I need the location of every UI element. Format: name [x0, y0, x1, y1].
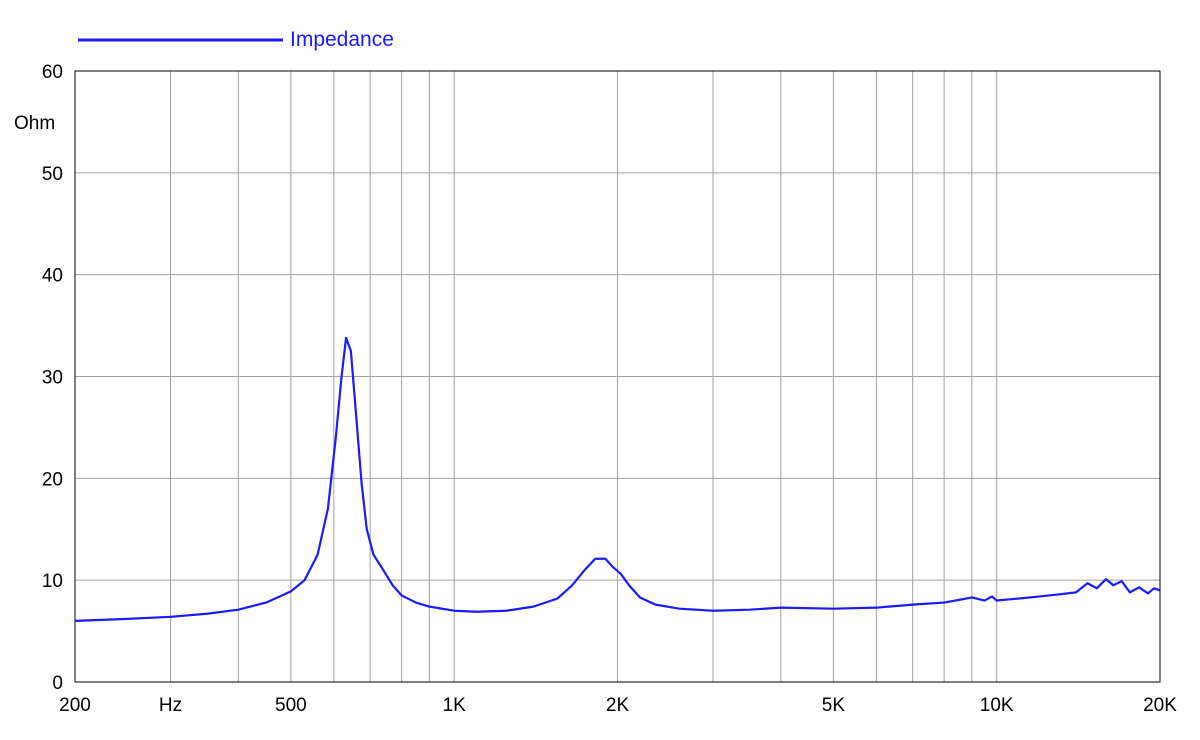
x-tick-label: 5K	[822, 695, 846, 716]
grid-lines	[74, 70, 1161, 683]
plot-frame	[74, 70, 1161, 683]
y-tick-labels: 0 10 20 30 40 50 60	[42, 62, 63, 694]
y-tick-label: 20	[42, 469, 63, 490]
y-axis-unit-label: Ohm	[14, 113, 55, 134]
y-tick-label: 40	[42, 266, 63, 287]
legend: Impedance	[78, 28, 394, 51]
y-tick-label: 10	[42, 571, 63, 592]
y-tick-label: 30	[42, 368, 63, 389]
x-axis-unit-label: Hz	[159, 695, 182, 716]
y-tick-label: 60	[42, 62, 63, 83]
y-tick-label: 50	[42, 164, 63, 185]
x-tick-label: 200	[59, 695, 91, 716]
x-tick-label: 10K	[980, 695, 1014, 716]
x-tick-label: 500	[275, 695, 307, 716]
x-tick-labels: 200 500 1K 2K 5K 10K 20K	[59, 695, 1177, 716]
x-tick-label: 1K	[443, 695, 467, 716]
x-tick-label: 20K	[1143, 695, 1177, 716]
series-line-impedance	[74, 336, 1161, 622]
legend-label-impedance: Impedance	[290, 28, 394, 51]
x-tick-label: 2K	[606, 695, 630, 716]
y-tick-label: 0	[52, 673, 63, 694]
